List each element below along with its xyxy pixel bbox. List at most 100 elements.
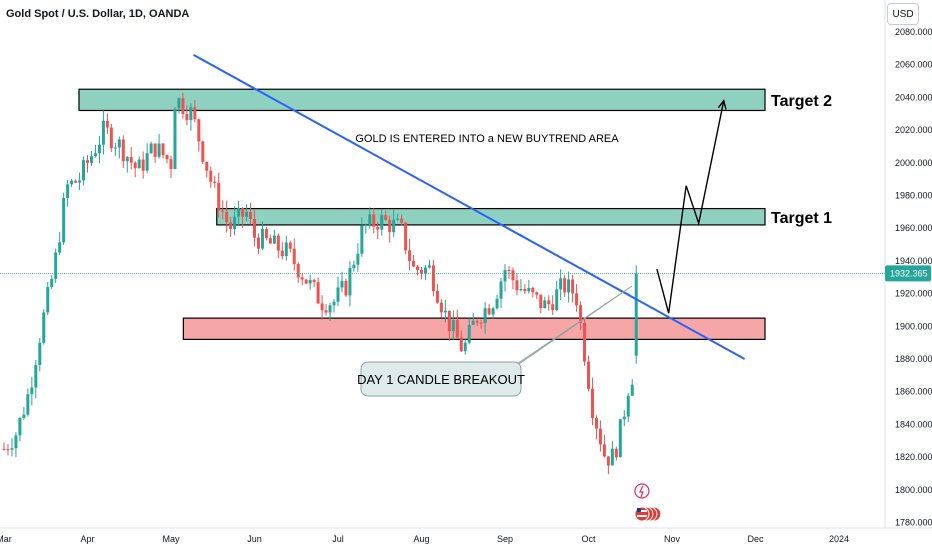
last-price-tag [885, 265, 931, 282]
support-zone[interactable] [182, 317, 766, 340]
candle-body [185, 113, 189, 121]
price-tick-label: 1840.000 [895, 419, 932, 429]
candle-body [54, 252, 58, 279]
candle-body [583, 322, 587, 362]
time-tick-label: 2024 [829, 534, 849, 544]
price-tick-label: 1980.000 [895, 191, 932, 201]
candle-body [431, 265, 435, 292]
candle-body [487, 308, 491, 315]
candle-body [276, 235, 280, 251]
candle-body [74, 180, 78, 183]
price-tick-label: 2060.000 [895, 60, 932, 70]
price-tick-label: 1940.000 [895, 256, 932, 266]
time-axis[interactable]: Mar Apr May Jun Jul Aug Sep Oct Nov Dec 2024 [0, 534, 849, 544]
candle-body [105, 120, 109, 128]
candle-body [78, 180, 82, 183]
candle-body [2, 448, 6, 450]
candle-body [352, 264, 356, 269]
candle-body [320, 303, 324, 311]
time-tick-label: Apr [80, 534, 94, 544]
candle-body [364, 224, 368, 226]
candle-body [316, 282, 320, 304]
time-tick-label: Jul [332, 534, 344, 544]
candle-body [308, 279, 312, 284]
candle-body [463, 342, 467, 352]
candle-body [300, 277, 304, 280]
time-tick-label: Dec [747, 534, 764, 544]
candle-body [201, 141, 205, 162]
candle-body [205, 161, 209, 171]
candle-body [62, 197, 66, 243]
candle-body [296, 263, 300, 278]
annotations-layer: Target 2 Target 1 GOLD IS ENTERED INTO a N… [355, 93, 832, 522]
down-trendline[interactable] [193, 54, 746, 360]
price-tick-label: 2020.000 [895, 125, 932, 135]
candle-body [324, 310, 328, 313]
price-tick-label: 2040.000 [895, 92, 932, 102]
candle-body [173, 108, 177, 169]
candle-body [443, 310, 447, 313]
candle-body [587, 361, 590, 389]
candle-body [121, 139, 125, 162]
candle-body [253, 218, 256, 238]
lightning-icon[interactable] [634, 483, 650, 499]
candle-body [70, 180, 74, 185]
currency-button[interactable]: USD [887, 3, 919, 25]
candle-body [181, 98, 185, 114]
target-zone[interactable] [78, 88, 766, 112]
price-axis[interactable]: 2080.000 2060.000 2040.000 2020.000 2000.000… [885, 27, 932, 528]
symbol-header: Gold Spot / U.S. Dollar, 1D, OANDA [6, 8, 190, 20]
candle-body [197, 119, 201, 142]
price-tick-label: 1860.000 [895, 387, 932, 397]
candle-body [86, 160, 89, 163]
candle-body [376, 226, 380, 230]
candle-body [360, 225, 364, 254]
us-flag-events-icon[interactable] [634, 506, 662, 522]
candle-body [495, 298, 499, 309]
target-zone[interactable] [216, 207, 766, 226]
candle-body [288, 242, 292, 249]
candle-body [332, 301, 336, 306]
candle-body [547, 300, 551, 305]
candle-body [125, 157, 129, 162]
candle-body [237, 208, 241, 217]
candle-body [249, 211, 253, 219]
candle-body [519, 288, 523, 291]
arrow-head-icon [717, 99, 727, 110]
zones-layer [78, 88, 766, 340]
candle-body [435, 291, 439, 303]
candle-body [46, 287, 50, 313]
candle-body [535, 292, 539, 295]
candle-body [618, 419, 622, 458]
candle-body [420, 269, 423, 274]
candle-body [34, 365, 38, 388]
candle-body [602, 444, 606, 457]
candle-body [626, 395, 630, 417]
candle-body [209, 170, 213, 182]
candle-body [26, 394, 30, 415]
candle-body [161, 143, 165, 156]
candle-body [225, 211, 229, 223]
candle-body [539, 294, 543, 309]
candle-body [614, 448, 618, 458]
callout-box[interactable] [360, 361, 522, 397]
candle-body [356, 253, 360, 265]
candle-body [141, 159, 145, 171]
candle-body [372, 214, 376, 227]
time-tick-label: Nov [664, 534, 681, 544]
candle-body [256, 237, 260, 249]
time-tick-label: May [162, 534, 180, 544]
candle-body [590, 388, 594, 419]
candle-body [133, 162, 137, 169]
candle-body [280, 250, 284, 257]
candle-body [292, 248, 296, 264]
candle-body [38, 342, 42, 366]
candle-body [527, 287, 531, 292]
candle-body [475, 320, 479, 323]
candle-body [113, 147, 117, 149]
candle-body [571, 279, 575, 294]
candle-body [610, 448, 614, 466]
candle-body [304, 279, 308, 284]
projection-path[interactable] [656, 100, 725, 314]
